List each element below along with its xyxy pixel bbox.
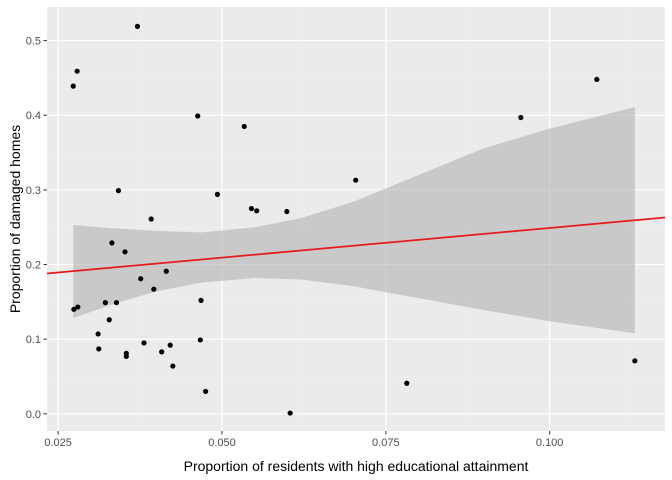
data-point xyxy=(287,410,293,416)
y-axis-title: Proportion of damaged homes xyxy=(7,125,23,313)
data-point xyxy=(74,68,80,74)
y-tick-label: 0.2 xyxy=(26,260,41,272)
data-point xyxy=(241,123,247,130)
data-point xyxy=(96,346,102,352)
x-axis-ticks: 0.025 0.050 0.075 0.100 xyxy=(44,431,563,449)
data-point xyxy=(167,342,173,348)
data-point xyxy=(138,276,144,282)
data-point xyxy=(284,208,290,215)
data-point xyxy=(159,349,165,355)
data-point xyxy=(115,188,122,194)
y-tick-label: 0.5 xyxy=(26,36,41,48)
data-point xyxy=(632,358,638,364)
x-axis-title: Proportion of residents with high educat… xyxy=(184,458,529,474)
y-tick-label: 0.3 xyxy=(26,185,41,197)
data-point xyxy=(202,388,209,395)
data-point xyxy=(71,306,77,312)
data-point xyxy=(594,76,600,83)
data-point xyxy=(141,340,147,346)
data-point xyxy=(122,249,128,255)
data-point xyxy=(106,317,112,323)
data-point xyxy=(254,208,260,214)
data-point xyxy=(70,83,76,89)
regression-line xyxy=(46,216,666,275)
data-point xyxy=(197,337,203,343)
data-point xyxy=(123,353,129,359)
y-axis-ticks: 0.0 0.1 0.2 0.3 0.4 0.5 xyxy=(26,36,47,421)
y-tick-label: 0.1 xyxy=(26,334,41,346)
data-point xyxy=(248,205,255,212)
data-point xyxy=(214,191,220,197)
x-tick-label: 0.100 xyxy=(536,437,564,449)
data-point xyxy=(518,114,524,121)
x-tick-label: 0.075 xyxy=(372,437,400,449)
data-point xyxy=(404,380,410,386)
data-point xyxy=(109,240,115,246)
data-point xyxy=(170,363,176,369)
data-point xyxy=(163,268,169,274)
data-points xyxy=(70,23,638,416)
x-tick-label: 0.050 xyxy=(208,437,236,449)
data-point xyxy=(198,297,204,303)
confidence-band xyxy=(73,107,635,334)
data-point xyxy=(151,286,157,292)
data-point xyxy=(75,304,81,310)
data-point xyxy=(95,331,101,337)
y-tick-label: 0.0 xyxy=(26,409,41,421)
data-point xyxy=(113,300,120,306)
data-point xyxy=(353,177,359,183)
data-point xyxy=(148,216,154,222)
y-tick-label: 0.4 xyxy=(26,110,41,122)
x-tick-label: 0.025 xyxy=(44,437,72,449)
data-point xyxy=(195,113,201,119)
data-point xyxy=(102,300,108,306)
data-point xyxy=(134,23,141,30)
